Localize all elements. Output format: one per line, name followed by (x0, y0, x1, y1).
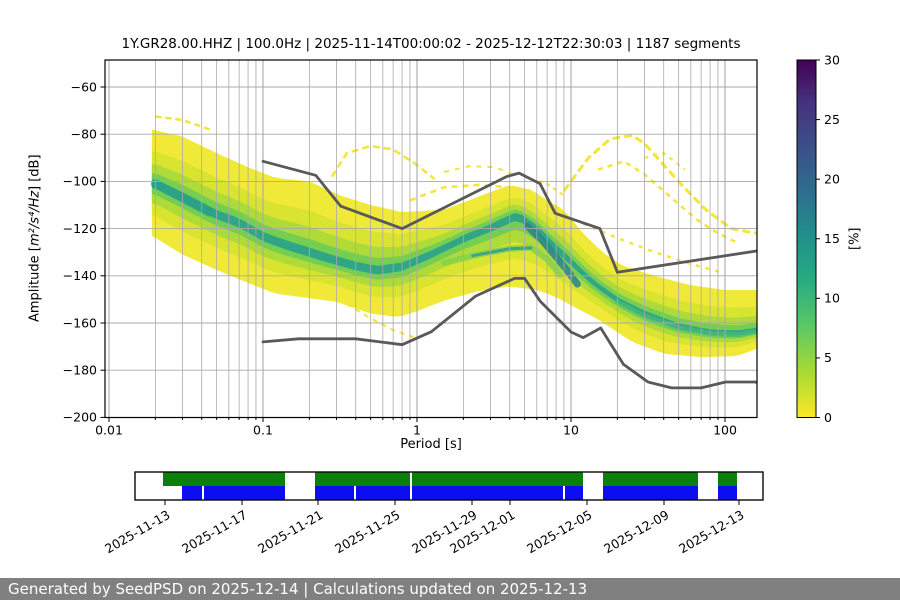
density-band-3 (151, 172, 757, 339)
x-tick-label-2: 1 (413, 423, 421, 438)
timeline-green-segment (412, 472, 583, 486)
y-axis-label-suffix: ] [dB] (27, 154, 43, 192)
footer-text: Generated by SeedPSD on 2025-12-14 | Cal… (8, 580, 588, 598)
plot-area-group (105, 60, 757, 418)
plot-title: 1Y.GR28.00.HHZ | 100.0Hz | 2025-11-14T00… (121, 36, 741, 52)
y-tick-label-2: −100 (63, 174, 97, 189)
footer-bar: Generated by SeedPSD on 2025-12-14 | Cal… (0, 578, 900, 600)
timeline-blue-segment (356, 486, 410, 500)
timeline-green-segment (163, 472, 285, 486)
timeline-blue-segment (603, 486, 698, 500)
y-axis-label-units: m²/s⁴/Hz (27, 191, 43, 247)
timeline-blue-segment (718, 486, 737, 500)
timeline-blue-segment (412, 486, 563, 500)
x-tick-label-1: 0.1 (253, 423, 273, 438)
timeline-bar-border (134, 471, 764, 501)
nhnm-line (261, 159, 757, 274)
y-tick-label-5: −160 (63, 315, 97, 330)
colorbar-tick-label-0: 0 (824, 410, 832, 425)
timeline-blue-segment (204, 486, 285, 500)
density-wisp-8 (443, 165, 514, 176)
y-tick-label-1: −80 (71, 127, 97, 142)
density-streak-4 (614, 299, 757, 338)
y-tick-label-0: −60 (71, 79, 97, 94)
colorbar-tick-label-5: 25 (824, 112, 840, 127)
timeline-green-segment (315, 472, 410, 486)
colorbar (796, 59, 817, 418)
density-wisp-1 (409, 183, 525, 202)
y-axis-label-prefix: Amplitude [ (27, 246, 43, 323)
density-wisp-2 (562, 133, 757, 235)
colorbar-tick-label-2: 10 (824, 291, 840, 306)
x-tick-label-4: 100 (713, 423, 737, 438)
y-tick-label-6: −180 (63, 363, 97, 378)
y-tick-label-3: −120 (63, 221, 97, 236)
timeline-green-segment (718, 472, 737, 486)
y-axis-label: Amplitude [m²/s⁴/Hz] [dB] (24, 60, 46, 417)
x-tick-label-3: 10 (563, 423, 579, 438)
colorbar-tick-label-6: 30 (824, 52, 840, 67)
density-wisp-3 (597, 160, 738, 244)
colorbar-label: [%] (847, 227, 863, 250)
timeline-blue-segment (565, 486, 583, 500)
plot-canvas: 0.01 0.1 1 10 100−60−80−100−120−140−160−180−… (63, 52, 840, 505)
timeline-blue-segment (182, 486, 202, 500)
y-tick-label-7: −200 (63, 410, 97, 425)
density-wisp-6 (346, 303, 414, 339)
timeline-green-segment (603, 472, 698, 486)
colorbar-tick-label-3: 15 (824, 231, 840, 246)
plot-frame (104, 59, 758, 419)
colorbar-tick-label-1: 5 (824, 350, 832, 365)
x-axis-label: Period [s] (400, 437, 462, 452)
x-tick-label-0: 0.01 (95, 423, 123, 438)
colorbar-tick-label-4: 20 (824, 171, 840, 186)
nlnm-line (261, 276, 757, 390)
timeline-blue-segment (315, 486, 354, 500)
y-tick-label-4: −140 (63, 268, 97, 283)
